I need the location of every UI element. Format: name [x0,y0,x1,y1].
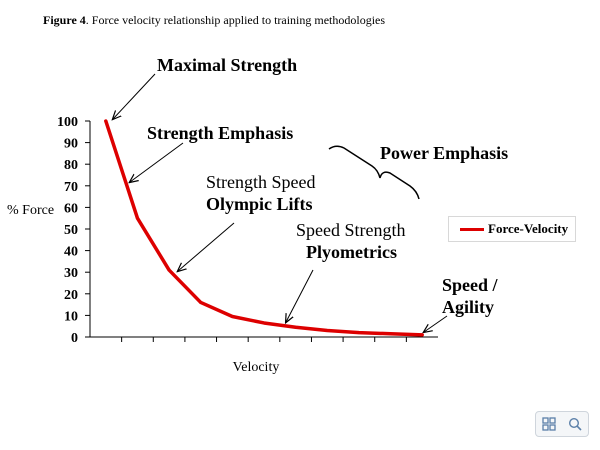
data-point [135,216,139,220]
data-point [262,321,266,325]
data-point [357,331,361,335]
y-tick-label: 70 [64,180,78,195]
chart-legend: Force-Velocity [448,216,576,242]
annotation-speed-strength: Speed Strength [296,220,406,240]
annotation-strength-emphasis: Strength Emphasis [147,123,293,143]
data-point [389,332,393,336]
y-tick-label: 0 [71,331,78,346]
viewer-toolbar [535,411,589,437]
y-tick-label: 30 [64,266,78,281]
data-point [104,119,108,123]
annotation-speed: Speed / [442,275,499,295]
y-tick-label: 40 [64,245,78,260]
annotation-strength-speed: Strength Speed [206,172,316,192]
arrow-plyometrics [286,269,314,322]
annotation-olympic-lifts: Olympic Lifts [206,194,313,214]
x-axis-label: Velocity [233,360,280,375]
arrow-olympic-lifts [178,222,235,271]
y-tick-label: 10 [64,309,78,324]
chart-axes [85,120,438,342]
arrow-speed-agility [424,315,448,332]
y-tick-label: 100 [57,115,78,130]
data-point [230,314,234,318]
y-tick-label: 50 [64,223,78,238]
figure-label: Figure 4 [43,13,86,27]
power-emphasis-brace [328,145,420,200]
arrow-maximal-strength [113,73,156,119]
annotation-agility: Agility [442,297,494,317]
annotation-maximal-strength: Maximal Strength [157,55,297,75]
y-tick-label: 60 [64,201,78,216]
arrow-strength-emphasis [130,142,184,182]
annotation-power-emphasis: Power Emphasis [380,143,508,163]
legend-label: Force-Velocity [488,221,569,236]
data-point [199,300,203,304]
annotation-plyometrics: Plyometrics [306,242,397,262]
y-tick-label: 80 [64,158,78,173]
grid-view-button[interactable] [539,414,559,434]
figure-caption-text: . Force velocity relationship applied to… [85,13,386,27]
data-point [294,325,298,329]
search-icon [568,417,582,431]
y-axis-label: % Force [7,203,54,218]
y-tick-label: 20 [64,288,78,303]
data-point [167,268,171,272]
chart-series [104,119,424,337]
grid-icon [542,417,556,431]
y-tick-label: 90 [64,137,78,152]
legend-swatch [460,227,484,231]
data-point [325,329,329,333]
data-point [420,333,424,337]
figure-caption: Figure 4. Force velocity relationship ap… [43,13,385,28]
zoom-button[interactable] [565,414,585,434]
y-tick-labels: 0 10 20 30 40 50 60 70 80 90 100 [57,115,78,346]
